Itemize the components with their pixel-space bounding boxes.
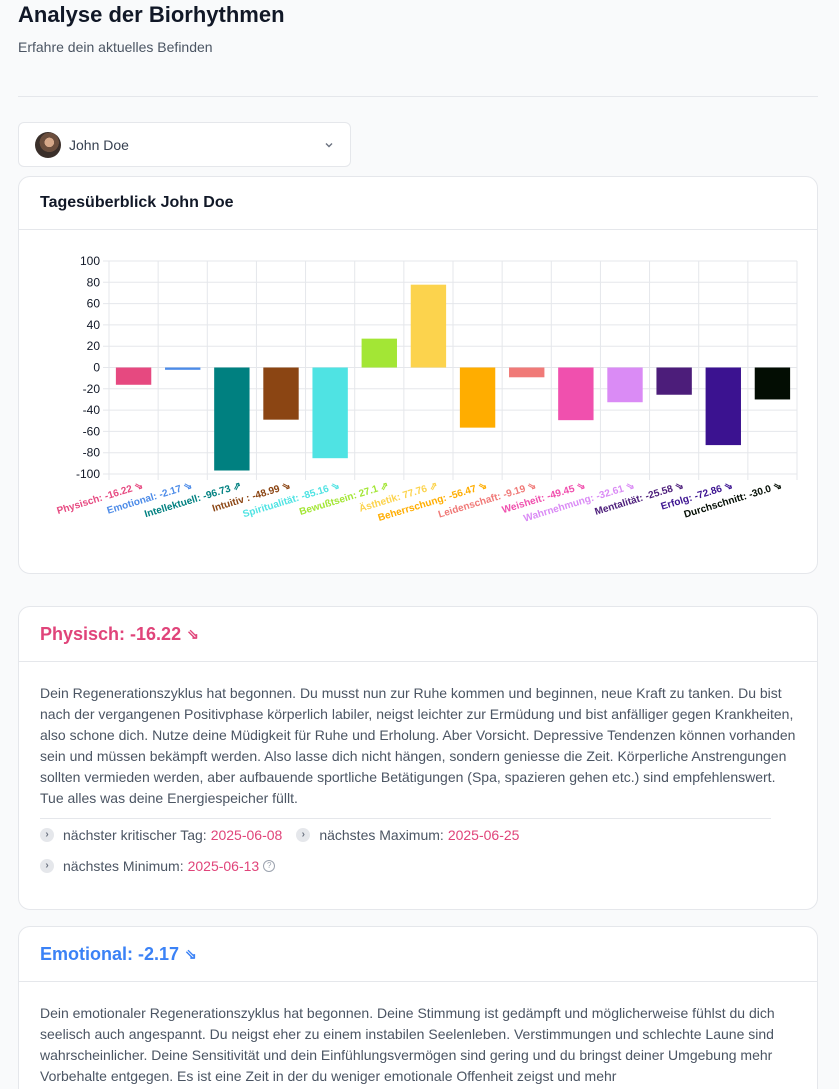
page-title: Analyse der Biorhythmen bbox=[18, 2, 285, 27]
bar bbox=[459, 367, 496, 428]
bar bbox=[410, 284, 447, 368]
y-tick-label: 60 bbox=[87, 297, 101, 311]
maximum-date: 2025-06-25 bbox=[447, 826, 520, 843]
section-card-emotional: Emotional: -2.17 ⇘ Dein emotionaler Rege… bbox=[18, 926, 818, 1089]
y-tick-label: -40 bbox=[83, 403, 101, 417]
section-card-physisch: Physisch: -16.22 ⇘ Dein Regenerationszyk… bbox=[18, 606, 818, 910]
meta-row: › nächster kritischer Tag: 2025-06-08 › … bbox=[40, 819, 796, 850]
section-description: Dein Regenerationszyklus hat begonnen. D… bbox=[40, 685, 796, 806]
section-header: Emotional: -2.17 ⇘ bbox=[19, 927, 817, 982]
person-select[interactable]: John Doe bbox=[18, 122, 351, 167]
bar bbox=[214, 367, 250, 471]
bar bbox=[558, 367, 594, 421]
section-description: Dein emotionaler Regenerationszyklus hat… bbox=[40, 1005, 775, 1084]
chart-title: Tagesüberblick John Doe bbox=[40, 194, 234, 211]
critical-date: 2025-06-08 bbox=[210, 826, 283, 843]
meta-row: › nächstes Minimum: 2025-06-13 ? bbox=[40, 850, 796, 881]
critical-label: nächster kritischer Tag: bbox=[63, 826, 207, 843]
y-tick-label: 40 bbox=[87, 318, 101, 332]
y-tick-label: -20 bbox=[83, 382, 101, 396]
bar bbox=[754, 367, 791, 400]
chevron-right-icon: › bbox=[296, 827, 311, 842]
section-body: Dein emotionaler Regenerationszyklus hat… bbox=[19, 1003, 817, 1087]
y-tick-label: 80 bbox=[87, 275, 101, 289]
chevron-right-icon: › bbox=[40, 827, 54, 842]
section-header: Physisch: -16.22 ⇘ bbox=[19, 607, 817, 662]
meta-info: › nächster kritischer Tag: 2025-06-08 › … bbox=[40, 819, 796, 881]
chart-card-header: Tagesüberblick John Doe bbox=[19, 177, 817, 230]
header-divider bbox=[18, 96, 818, 97]
maximum-label: nächstes Maximum: bbox=[319, 826, 444, 843]
help-icon[interactable]: ? bbox=[263, 859, 276, 872]
section-title: Emotional: -2.17 ⇘ bbox=[40, 944, 197, 965]
y-tick-label: 20 bbox=[87, 339, 101, 353]
bar bbox=[656, 367, 692, 395]
person-select-value: John Doe bbox=[69, 136, 129, 153]
bar bbox=[115, 367, 152, 385]
meta-item-minimum: › nächstes Minimum: 2025-06-13 ? bbox=[40, 857, 276, 874]
trend-down-icon: ⇘ bbox=[185, 945, 197, 962]
minimum-label: nächstes Minimum: bbox=[63, 857, 184, 874]
bar bbox=[361, 338, 397, 368]
chart-card: Tagesüberblick John Doe 100 80 60 40 20 0 -20 -… bbox=[18, 176, 818, 574]
y-tick-label: -100 bbox=[76, 467, 100, 481]
page-subtitle: Erfahre dein aktuelles Befinden bbox=[18, 39, 213, 55]
bar bbox=[312, 367, 348, 459]
y-tick-label: -80 bbox=[83, 446, 101, 460]
section-title: Physisch: -16.22 ⇘ bbox=[40, 624, 199, 645]
minimum-date: 2025-06-13 bbox=[187, 857, 260, 874]
section-body: Dein Regenerationszyklus hat begonnen. D… bbox=[19, 683, 817, 881]
bar bbox=[509, 367, 545, 378]
meta-item-critical: › nächster kritischer Tag: 2025-06-08 bbox=[40, 827, 282, 843]
avatar bbox=[35, 131, 61, 158]
bar bbox=[705, 367, 741, 446]
y-tick-label: 100 bbox=[80, 254, 100, 268]
bar bbox=[165, 367, 201, 370]
trend-down-icon: ⇘ bbox=[187, 625, 199, 642]
y-tick-label: 0 bbox=[93, 361, 100, 375]
section-title-text: Emotional: -2.17 bbox=[40, 943, 180, 964]
meta-item-maximum: › nächstes Maximum: 2025-06-25 bbox=[296, 827, 519, 843]
meta-separator bbox=[40, 818, 771, 819]
y-tick-label: -60 bbox=[83, 424, 101, 438]
bar bbox=[263, 367, 299, 420]
bar bbox=[607, 367, 643, 403]
chevron-down-icon bbox=[325, 142, 333, 147]
chevron-right-icon: › bbox=[40, 858, 54, 873]
section-title-text: Physisch: -16.22 bbox=[40, 623, 182, 644]
